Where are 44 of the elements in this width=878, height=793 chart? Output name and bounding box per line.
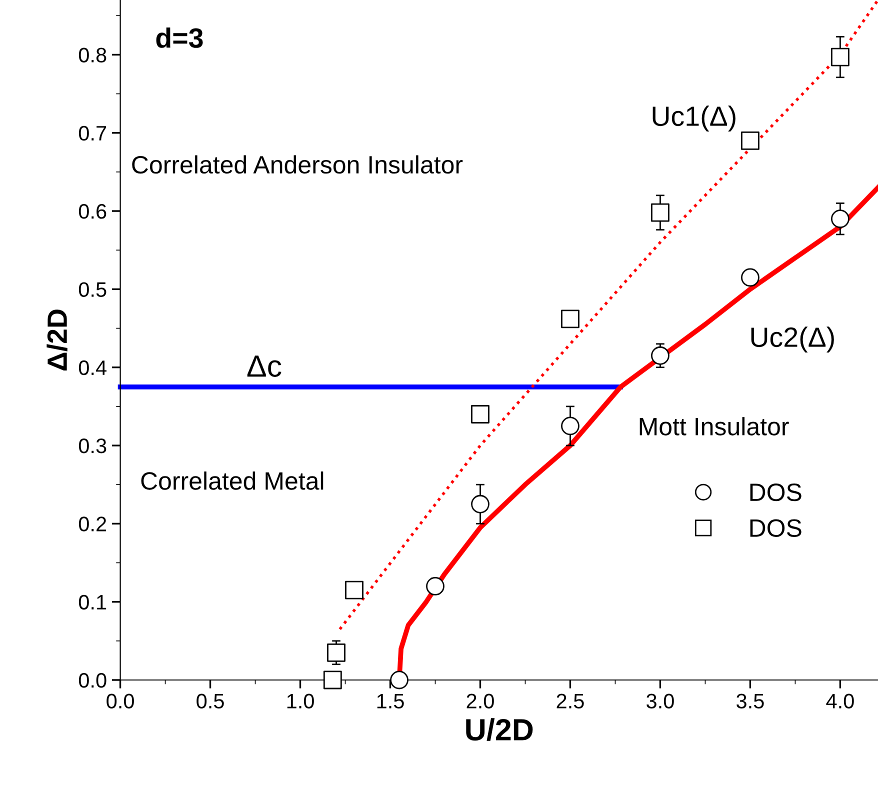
annotation: Uc1(Δ) [652,106,736,132]
point [561,310,580,328]
x-tick-label: 0.0 [106,694,134,708]
point [651,346,670,365]
point [831,210,850,228]
y-axis-title: Δ/2D [46,310,68,370]
legend-label: DOS [750,519,802,537]
point [651,203,670,222]
x-tick-label: 2.0 [466,694,494,708]
y-tick-label: 0.8 [78,48,106,62]
x-tick-label: 1.5 [377,694,404,708]
x-tick-label: 0.5 [196,694,224,708]
y-tick-label: 0.4 [78,360,106,376]
annotation: Correlated Metal [141,471,324,490]
y-tick-label: 0.6 [78,204,106,219]
point [471,494,490,514]
point [323,670,342,690]
point [471,405,490,424]
annotation: Mott Insulator [640,417,789,436]
point [831,48,850,66]
y-tick-label: 0.0 [78,673,106,688]
y-tick-label: 0.2 [78,516,106,532]
annotation: d=3 [156,27,203,48]
point [741,131,760,150]
point [345,580,364,600]
x-tick-label: 1.0 [287,694,314,708]
point [390,670,408,690]
annotation: Uc2(Δ) [751,326,834,353]
point [741,268,760,287]
y-tick-label: 0.7 [78,126,106,141]
y-tick-label: 0.5 [78,282,106,297]
x-tick-label: 3.5 [736,694,764,708]
x-tick-label: 3.0 [646,694,674,708]
legend-label: DOS [750,483,802,502]
x-tick-label: 2.5 [556,694,584,708]
annotation: Δc [247,356,282,377]
x-axis-title: U/2D [466,718,533,741]
point [327,643,346,662]
y-tick-label: 0.3 [78,438,106,454]
point [561,416,580,436]
annotation: Correlated Anderson Insulator [132,155,463,174]
y-tick-label: 0.1 [78,594,106,610]
x-tick-label: 4.0 [826,694,854,708]
point [426,577,444,596]
